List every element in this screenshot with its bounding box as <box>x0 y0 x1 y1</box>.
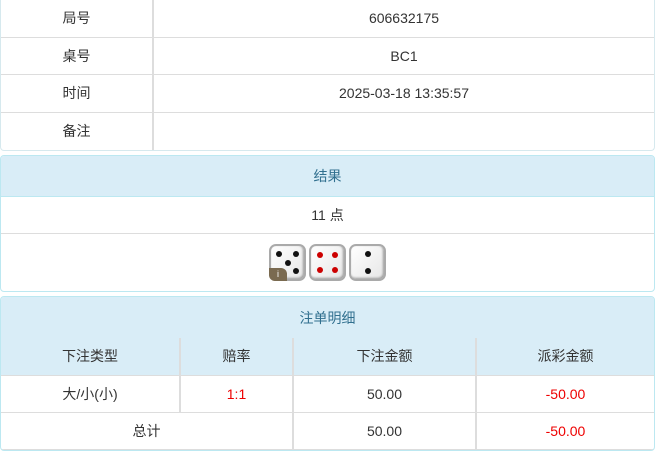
info-badge-icon[interactable]: i <box>269 268 287 281</box>
die-pip <box>364 267 371 274</box>
total-payout: -50.00 <box>476 412 654 450</box>
bet-type: 大/小(小) <box>1 375 181 413</box>
table-row: 大/小(小) 1:1 50.00 -50.00 <box>1 375 654 413</box>
round-info-table: 局号 606632175 桌号 BC1 时间 2025-03-18 13:35:57 … <box>0 0 655 151</box>
total-amount: 50.00 <box>293 412 477 450</box>
die-pip <box>276 251 283 258</box>
col-amount: 下注金额 <box>293 338 477 376</box>
amount: 50.00 <box>293 375 477 413</box>
info-row-round: 局号 606632175 <box>1 0 654 38</box>
die-pip <box>292 251 299 258</box>
dice-row: i <box>1 234 654 291</box>
col-payout: 派彩金额 <box>476 338 654 376</box>
value: 2025-03-18 13:35:57 <box>339 85 469 102</box>
value: 606632175 <box>368 10 440 27</box>
die-pip <box>331 252 338 259</box>
die-pip <box>331 266 338 273</box>
result-panel: 结果 11 点 i <box>0 155 655 292</box>
die-pip <box>317 252 324 259</box>
odds: 1:1 <box>180 375 294 413</box>
die-pip <box>284 259 291 266</box>
die-5: i <box>269 244 306 281</box>
total-label: 总计 <box>1 412 294 450</box>
result-title: 结果 <box>1 156 654 197</box>
die-pip <box>317 266 324 273</box>
value: BC1 <box>390 47 418 64</box>
value <box>154 113 654 151</box>
info-row-note: 备注 <box>1 112 654 151</box>
col-odds: 赔率 <box>180 338 294 376</box>
label: 桌号 <box>1 37 154 74</box>
die-pip <box>292 267 299 274</box>
die-4 <box>309 244 346 281</box>
bet-table: 下注类型 赔率 下注金额 派彩金额 大/小(小) 1:1 50.00 -50.0… <box>1 338 654 450</box>
label: 时间 <box>1 75 154 112</box>
label: 备注 <box>1 112 154 150</box>
payout: -50.00 <box>476 375 654 413</box>
bet-details-panel: 注单明细 下注类型 赔率 下注金额 派彩金额 大/小(小) 1:1 50.00 … <box>0 296 655 451</box>
info-row-table: 桌号 BC1 <box>1 37 654 75</box>
total-row: 总计 50.00 -50.00 <box>1 412 654 450</box>
label: 局号 <box>1 0 154 37</box>
die-pip <box>364 251 371 258</box>
result-points: 11 点 <box>1 197 654 234</box>
info-row-time: 时间 2025-03-18 13:35:57 <box>1 75 654 113</box>
die-2 <box>349 244 386 281</box>
bet-details-title: 注单明细 <box>1 297 654 338</box>
col-bet-type: 下注类型 <box>1 338 181 376</box>
